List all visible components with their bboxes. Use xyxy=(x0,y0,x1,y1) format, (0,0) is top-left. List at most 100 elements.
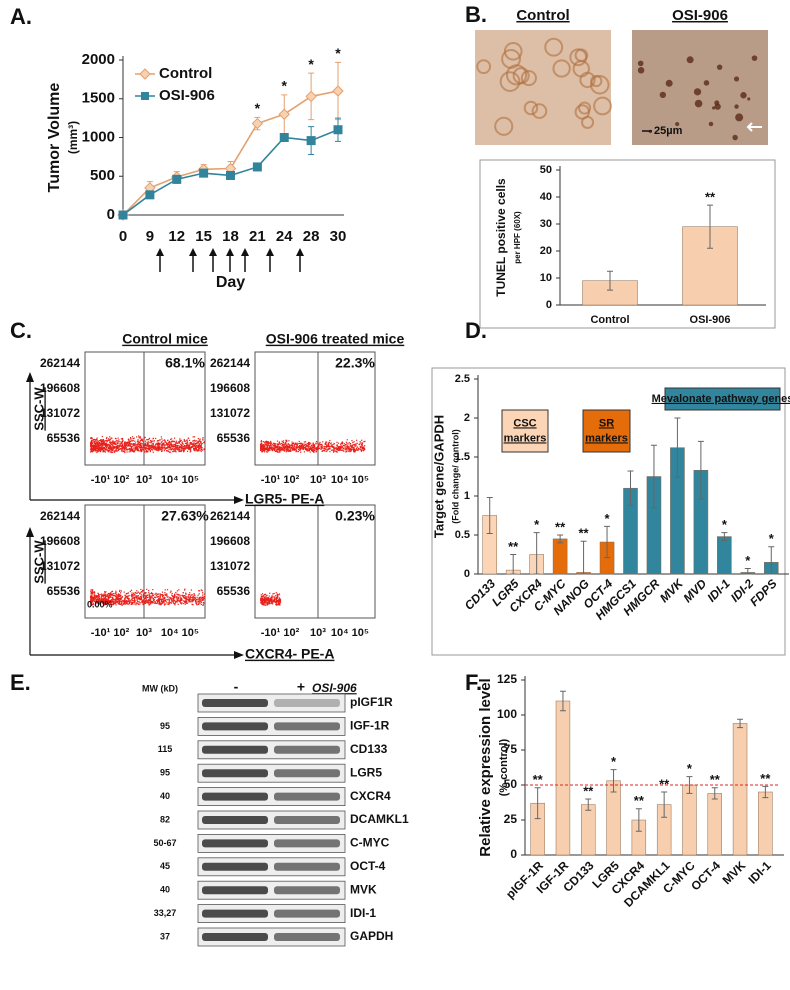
flow-event xyxy=(134,602,135,603)
flow-event xyxy=(122,438,123,439)
flow-event xyxy=(176,597,177,598)
flow-event xyxy=(274,450,275,451)
flow-event xyxy=(360,447,361,448)
flow-event xyxy=(112,594,113,595)
flow-event xyxy=(190,442,191,443)
flow-event xyxy=(115,591,116,592)
flow-event xyxy=(130,591,131,592)
flow-event xyxy=(280,600,281,601)
flow-event xyxy=(261,594,262,595)
flow-event xyxy=(188,594,189,595)
flow-event xyxy=(262,599,263,600)
flow-event xyxy=(307,443,308,444)
flow-event xyxy=(90,437,91,438)
flow-event xyxy=(91,446,92,447)
flow-event xyxy=(131,590,132,591)
flow-event xyxy=(114,595,115,596)
flow-event xyxy=(172,446,173,447)
flow-event xyxy=(202,437,203,438)
flow-event xyxy=(134,444,135,445)
flow-event xyxy=(103,450,104,451)
mw-header: MW (kD) xyxy=(142,683,178,693)
flow-event xyxy=(345,451,346,452)
lane-label: + xyxy=(297,679,305,695)
flow-event xyxy=(191,601,192,602)
flow-event xyxy=(119,590,120,591)
flow-event xyxy=(110,592,111,593)
flow-y-tick-label: 65536 xyxy=(217,431,251,445)
flow-y-axis-label: SSC-W xyxy=(31,540,46,584)
flow-event xyxy=(197,450,198,451)
flow-event xyxy=(345,447,346,448)
mw-label: 115 xyxy=(158,744,173,754)
flow-event xyxy=(276,592,277,593)
flow-event xyxy=(99,442,100,443)
flow-event xyxy=(117,601,118,602)
flow-event xyxy=(305,447,306,448)
flow-event xyxy=(277,604,278,605)
flow-event xyxy=(161,604,162,605)
flow-event xyxy=(108,444,109,445)
flow-event xyxy=(155,438,156,439)
flow-event xyxy=(171,441,172,442)
y-axis-label: Relative expression level xyxy=(477,678,494,856)
flow-event xyxy=(361,446,362,447)
flow-event xyxy=(322,451,323,452)
blot-band xyxy=(274,769,340,777)
flow-event xyxy=(275,595,276,596)
flow-event xyxy=(134,450,135,451)
flow-event xyxy=(169,601,170,602)
flow-event xyxy=(112,441,113,442)
flow-event xyxy=(199,450,200,451)
x-tick-label: 28 xyxy=(303,228,320,245)
flow-event xyxy=(354,444,355,445)
group-label: CSC xyxy=(513,417,536,429)
flow-event xyxy=(193,436,194,437)
flow-y-tick-label: 131072 xyxy=(210,559,250,573)
flow-event xyxy=(264,450,265,451)
y-tick-label: 125 xyxy=(497,672,517,686)
flow-event xyxy=(96,442,97,443)
flow-event xyxy=(111,597,112,598)
flow-event xyxy=(198,604,199,605)
flow-event xyxy=(166,448,167,449)
flow-event xyxy=(119,600,120,601)
flow-event xyxy=(274,444,275,445)
cell xyxy=(638,67,645,74)
flow-event xyxy=(121,598,122,599)
significance: * xyxy=(308,56,314,72)
flow-event xyxy=(124,602,125,603)
protein-label: C-MYC xyxy=(350,836,390,850)
flow-event xyxy=(140,447,141,448)
flow-event xyxy=(128,595,129,596)
flow-event xyxy=(356,448,357,449)
flow-event xyxy=(122,446,123,447)
flow-event xyxy=(286,445,287,446)
flow-event xyxy=(262,596,263,597)
flow-event xyxy=(150,447,151,448)
flow-event xyxy=(191,443,192,444)
flow-event xyxy=(146,451,147,452)
flow-event xyxy=(142,600,143,601)
flow-event xyxy=(305,441,306,442)
flow-event xyxy=(163,595,164,596)
flow-event xyxy=(363,448,364,449)
flow-event xyxy=(295,448,296,449)
flow-event xyxy=(185,594,186,595)
flow-event xyxy=(170,439,171,440)
flow-event xyxy=(185,604,186,605)
flow-y-tick-label: 131072 xyxy=(210,406,250,420)
flow-event xyxy=(171,598,172,599)
flow-event xyxy=(193,600,194,601)
y-tick-label: 25 xyxy=(504,812,518,826)
flow-event xyxy=(277,444,278,445)
flow-event xyxy=(198,590,199,591)
x-tick-label: 9 xyxy=(146,228,154,245)
flow-event xyxy=(132,596,133,597)
flow-event xyxy=(167,596,168,597)
y-tick-label: 1500 xyxy=(82,90,115,107)
flow-event xyxy=(316,441,317,442)
flow-event xyxy=(97,451,98,452)
flow-event xyxy=(303,443,304,444)
flow-event xyxy=(150,442,151,443)
